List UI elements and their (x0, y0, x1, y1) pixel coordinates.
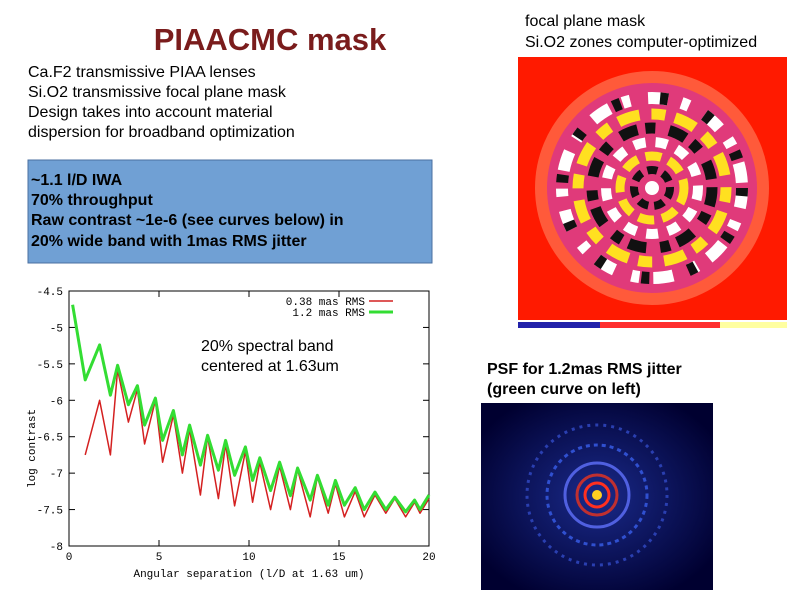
annotation: centered at 1.63um (201, 358, 339, 375)
box-text: ~1.1 l/D IWA 70% throughput Raw contrast… (31, 172, 344, 250)
x-tick-label: 0 (66, 552, 73, 564)
psf-caption: PSF for 1.2mas RMS jitter (487, 361, 682, 378)
y-tick-label: -7 (50, 469, 63, 481)
mask-caption: Si.O2 zones computer-optimized (525, 34, 757, 51)
chart: -4.5 -5 -5.5 -6 -6.5 -7 -7.5 -80 5 10 15 20 Angular … (27, 287, 436, 581)
notes: Ca.F2 transmissive PIAA lenses Si.O2 tra… (28, 64, 295, 141)
y-tick-label: -5.5 (37, 360, 63, 372)
y-tick-label: -6 (50, 396, 63, 408)
psf-image (481, 403, 713, 590)
note-line: Ca.F2 transmissive PIAA lenses (28, 64, 256, 81)
x-tick-label: 10 (242, 552, 255, 564)
note-line: Si.O2 transmissive focal plane mask (28, 84, 287, 101)
y-tick-label: -8 (50, 542, 63, 554)
legend-label: 0.38 mas RMS (286, 297, 366, 309)
y-tick-label: -4.5 (37, 287, 63, 299)
mask-image (518, 57, 787, 328)
box-line: ~1.1 l/D IWA (31, 172, 123, 189)
y-tick-label: -6.5 (37, 433, 63, 445)
note-line: dispersion for broadband optimization (28, 124, 295, 141)
x-axis-label: Angular separation (l/D at 1.63 um) (133, 569, 364, 581)
legend-label: 1.2 mas RMS (292, 308, 365, 320)
series-line (84, 368, 430, 518)
mask-caption: focal plane mask (525, 13, 646, 30)
x-tick-label: 5 (156, 552, 163, 564)
box-line: Raw contrast ~1e-6 (see curves below) in (31, 212, 344, 229)
x-tick-label: 20 (422, 552, 435, 564)
slide-title: PIAACMC mask (154, 22, 387, 57)
box-line: 70% throughput (31, 192, 153, 209)
annotation: 20% spectral band (201, 338, 334, 355)
y-tick-label: -5 (50, 323, 63, 335)
y-tick-label: -7.5 (37, 506, 63, 518)
plot-frame (68, 290, 430, 547)
note-line: Design takes into account material (28, 104, 273, 121)
y-axis-label: log contrast (27, 409, 39, 488)
highlight-box (27, 159, 433, 264)
box-line: 20% wide band with 1mas RMS jitter (31, 233, 307, 250)
psf-caption: (green curve on left) (487, 381, 641, 398)
series-line (71, 304, 431, 514)
x-tick-label: 15 (332, 552, 345, 564)
